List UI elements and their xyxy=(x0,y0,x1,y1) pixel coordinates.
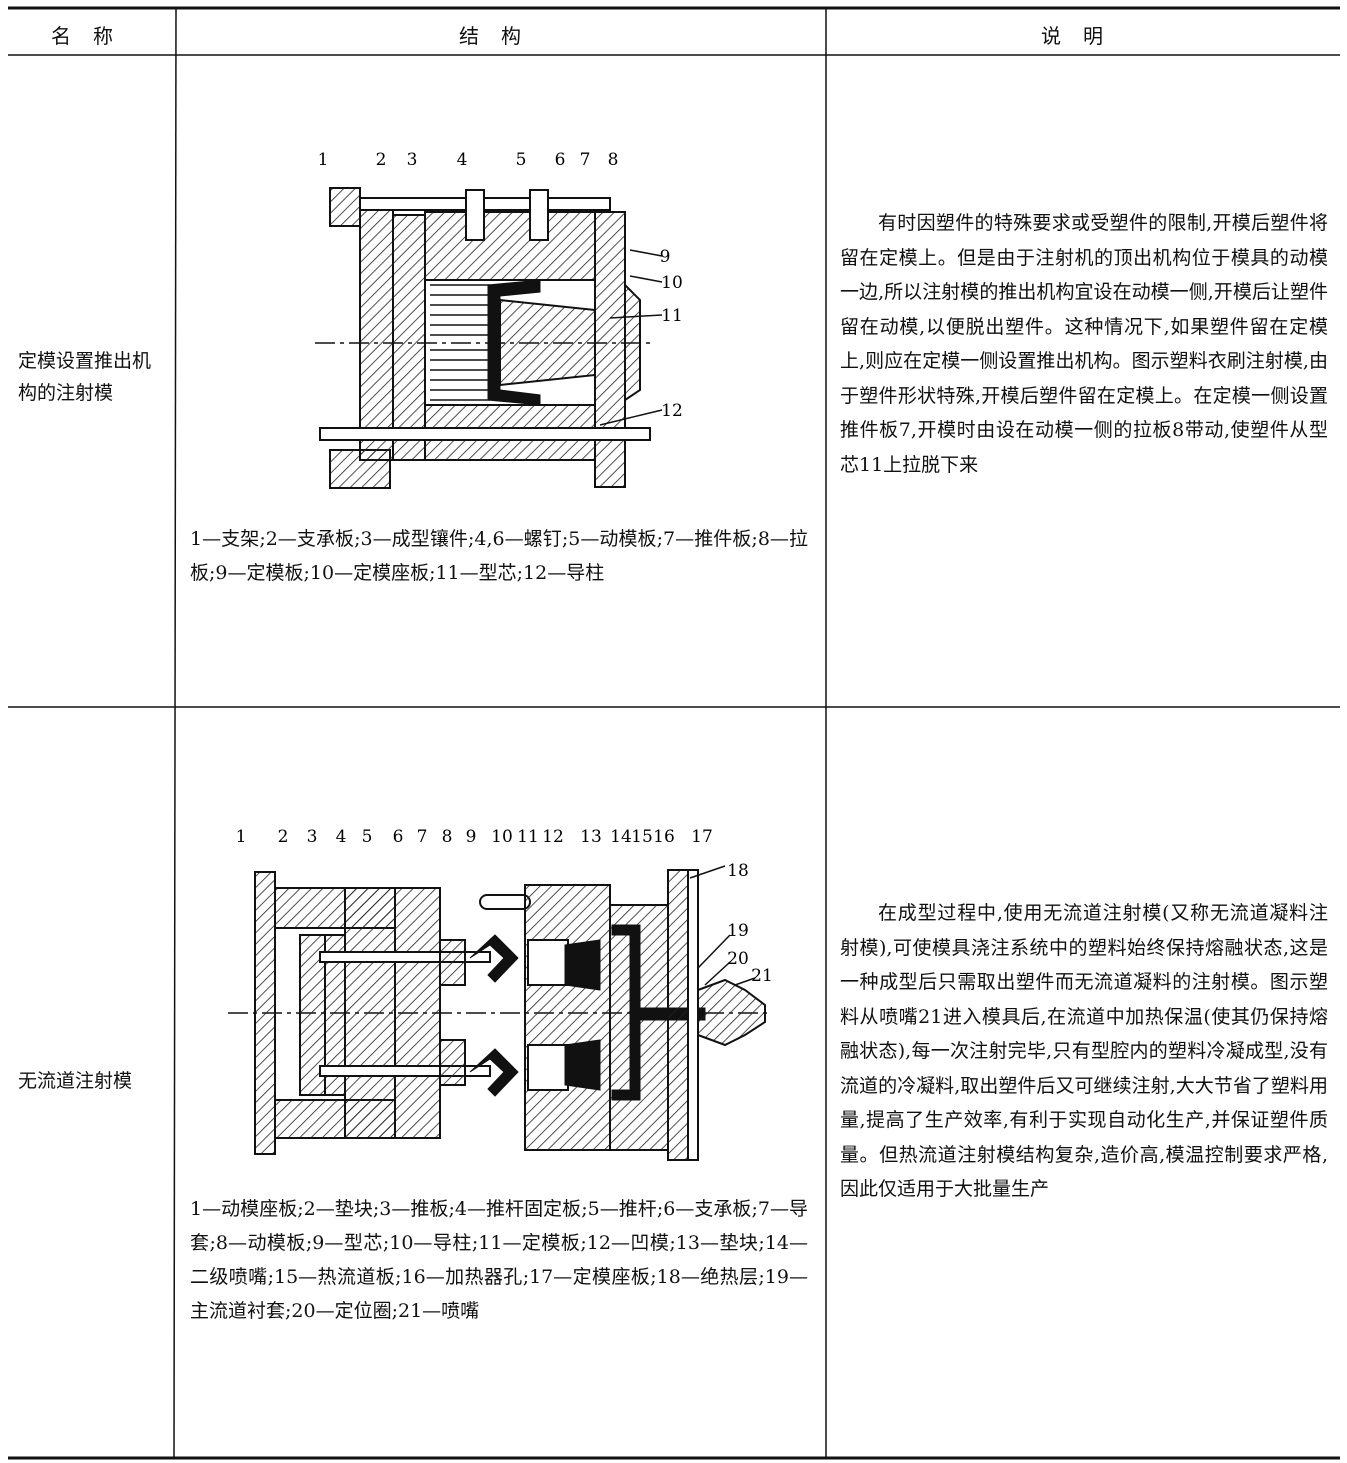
description: 在成型过程中,使用无流道注射模(又称无流道凝料注射模),可使模具浇注系统中的塑料… xyxy=(840,902,1328,1200)
callout-number: 6 xyxy=(393,827,404,847)
callout-number: 5 xyxy=(362,827,373,847)
callout-number: 8 xyxy=(608,150,619,170)
callout-number: 10 xyxy=(491,827,513,847)
callout-number: 6 xyxy=(555,150,566,170)
header-cell: 说明 xyxy=(1041,24,1125,48)
mold-drawing-1 xyxy=(315,187,663,489)
callout-number: 3 xyxy=(407,150,418,170)
callout-number: 14 xyxy=(610,827,632,847)
callout-number: 17 xyxy=(691,827,713,847)
callout-number: 13 xyxy=(580,827,602,847)
figure-caption: 1—支架;2—支承板;3—成型镶件;4,6—螺钉;5—动模板;7—推件板;8—拉… xyxy=(190,528,808,584)
callout-number: 12 xyxy=(661,401,683,421)
callout-number: 5 xyxy=(516,150,527,170)
callout-number: 4 xyxy=(457,150,468,170)
row-name: 定模设置推出机构的注射模 xyxy=(18,350,152,404)
callout-number: 8 xyxy=(442,827,453,847)
mold-drawing-2 xyxy=(228,865,770,1161)
callout-number: 4 xyxy=(336,827,347,847)
row-name: 无流道注射模 xyxy=(18,1070,133,1092)
header-cell: 结构 xyxy=(459,24,543,48)
callout-number: 7 xyxy=(417,827,428,847)
callout-number: 16 xyxy=(653,827,675,847)
callout-number: 19 xyxy=(727,921,749,941)
callout-number: 9 xyxy=(466,827,477,847)
callout-number: 11 xyxy=(517,827,539,847)
callout-number: 18 xyxy=(727,861,749,881)
description: 有时因塑件的特殊要求或受塑件的限制,开模后塑件将留在定模上。但是由于注射机的顶出… xyxy=(840,212,1328,476)
header-cell: 名称 xyxy=(51,24,135,48)
callout-number: 10 xyxy=(661,273,683,293)
callout-number: 1 xyxy=(318,150,329,170)
callout-number: 15 xyxy=(631,827,653,847)
callout-number: 1 xyxy=(236,827,247,847)
figure-caption: 1—动模座板;2—垫块;3—推板;4—推杆固定板;5—推杆;6—支承板;7—导套… xyxy=(190,1198,808,1322)
callout-number: 2 xyxy=(376,150,387,170)
callout-number: 2 xyxy=(278,827,289,847)
callout-number: 21 xyxy=(751,966,773,986)
callout-number: 12 xyxy=(542,827,564,847)
callout-number: 20 xyxy=(727,949,749,969)
callout-number: 7 xyxy=(580,150,591,170)
table-rules xyxy=(8,6,1340,1460)
callout-number: 11 xyxy=(661,306,683,326)
callout-number: 3 xyxy=(307,827,318,847)
callout-number: 9 xyxy=(660,247,671,267)
